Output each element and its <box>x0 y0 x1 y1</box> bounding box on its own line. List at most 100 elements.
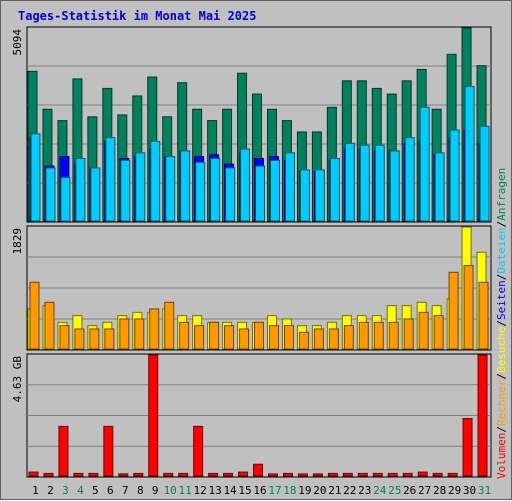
bar-volumen-4 <box>73 472 84 477</box>
x-tick-7: 7 <box>122 484 129 497</box>
bar-volumen-9 <box>148 354 159 477</box>
bar-rechner-2 <box>44 301 55 350</box>
bar-dateien-5 <box>90 167 101 222</box>
bar-volumen-21 <box>327 472 338 477</box>
bar-dateien-1 <box>30 133 41 222</box>
x-tick-18: 18 <box>283 484 296 497</box>
bar-dateien-23 <box>359 144 370 222</box>
x-tick-11: 11 <box>179 484 192 497</box>
bar-dateien-13 <box>210 157 221 222</box>
bar-volumen-23 <box>357 472 368 477</box>
chart-title: Tages-Statistik im Monat Mai 2025 <box>18 9 256 23</box>
bar-dateien-7 <box>120 159 131 222</box>
bar-volumen-5 <box>88 472 99 477</box>
bar-dateien-8 <box>135 152 146 222</box>
chart-legend: Volumen/Rechner/Besuche/Seiten/Dateien/A… <box>495 168 508 479</box>
bar-volumen-1 <box>28 471 39 477</box>
bar-rechner-20 <box>313 328 324 350</box>
series-volumen <box>28 354 488 477</box>
bar-dateien-26 <box>404 137 415 222</box>
bar-volumen-27 <box>417 471 428 477</box>
x-tick-24: 24 <box>373 484 387 497</box>
x-tick-12: 12 <box>194 484 207 497</box>
bar-rechner-28 <box>433 315 444 350</box>
bar-volumen-30 <box>462 418 473 477</box>
bar-dateien-16 <box>255 165 266 222</box>
x-tick-25: 25 <box>388 484 401 497</box>
bar-dateien-2 <box>45 167 56 222</box>
bar-rechner-11 <box>179 321 190 350</box>
bar-volumen-16 <box>253 463 264 477</box>
bar-volumen-17 <box>267 473 278 477</box>
bar-rechner-22 <box>343 325 354 350</box>
bar-volumen-10 <box>163 472 174 477</box>
y-max-label: 1829 <box>11 228 24 255</box>
bar-rechner-31 <box>478 281 489 350</box>
bar-volumen-20 <box>312 473 323 477</box>
bar-rechner-3 <box>59 325 70 350</box>
bar-dateien-11 <box>180 150 191 222</box>
bar-rechner-24 <box>373 321 384 350</box>
x-tick-labels: 1 2 3 4 5 6 7 8 9 10 11 12 13 14 15 16 17 18 19 20 21 22 23 24 2… <box>32 484 491 497</box>
bar-rechner-5 <box>89 328 100 350</box>
bar-rechner-6 <box>104 328 115 350</box>
panel-bottom: 4.63 GB <box>11 353 492 478</box>
legend-volumen: Volumen <box>495 433 508 479</box>
bar-volumen-11 <box>178 472 189 477</box>
x-tick-9: 9 <box>152 484 159 497</box>
legend-text: Volumen/Rechner/Besuche/Seiten/Dateien/A… <box>495 168 508 479</box>
bar-volumen-6 <box>103 425 114 477</box>
x-tick-13: 13 <box>208 484 221 497</box>
bar-dateien-15 <box>240 148 251 222</box>
bar-dateien-9 <box>150 140 161 222</box>
x-tick-2: 2 <box>47 484 54 497</box>
bar-dateien-27 <box>419 106 430 222</box>
x-tick-4: 4 <box>77 484 84 497</box>
x-tick-17: 17 <box>268 484 281 497</box>
bar-volumen-22 <box>342 472 353 477</box>
bar-volumen-12 <box>193 425 204 477</box>
bar-dateien-4 <box>75 157 86 222</box>
chart-panels: 5094 1829 4.63 GB <box>11 26 492 478</box>
bar-rechner-26 <box>403 318 414 350</box>
bar-dateien-3 <box>60 176 71 222</box>
bar-dateien-31 <box>479 125 490 222</box>
bar-rechner-13 <box>209 321 220 350</box>
legend-separator: / <box>495 221 508 228</box>
bar-rechner-10 <box>164 301 175 350</box>
bar-volumen-18 <box>282 472 293 477</box>
x-tick-15: 15 <box>238 484 251 497</box>
x-tick-30: 30 <box>463 484 476 497</box>
bar-dateien-19 <box>299 169 310 222</box>
x-tick-31: 31 <box>478 484 491 497</box>
legend-anfragen: Anfragen <box>495 168 508 221</box>
bar-dateien-14 <box>225 167 236 222</box>
x-tick-28: 28 <box>433 484 446 497</box>
legend-separator: / <box>495 426 508 433</box>
bar-volumen-28 <box>432 472 443 477</box>
bar-volumen-3 <box>58 425 69 477</box>
bar-rechner-15 <box>239 328 250 350</box>
y-max-label: 5094 <box>11 29 24 56</box>
legend-rechner: Rechner <box>495 379 508 426</box>
bar-rechner-7 <box>119 318 130 350</box>
x-tick-16: 16 <box>253 484 266 497</box>
bar-volumen-26 <box>402 472 413 477</box>
x-tick-5: 5 <box>92 484 99 497</box>
bar-volumen-29 <box>447 472 458 477</box>
bar-dateien-29 <box>449 129 460 222</box>
legend-separator: / <box>495 320 508 327</box>
x-tick-20: 20 <box>313 484 326 497</box>
bar-rechner-27 <box>418 311 429 350</box>
y-max-label: 4.63 GB <box>11 356 24 403</box>
x-tick-27: 27 <box>418 484 431 497</box>
bar-rechner-9 <box>149 308 160 350</box>
bar-volumen-14 <box>223 472 234 477</box>
bar-volumen-31 <box>477 354 488 477</box>
x-tick-1: 1 <box>32 484 39 497</box>
bar-rechner-12 <box>194 325 205 350</box>
bar-rechner-17 <box>268 325 279 350</box>
bar-dateien-22 <box>344 142 355 222</box>
